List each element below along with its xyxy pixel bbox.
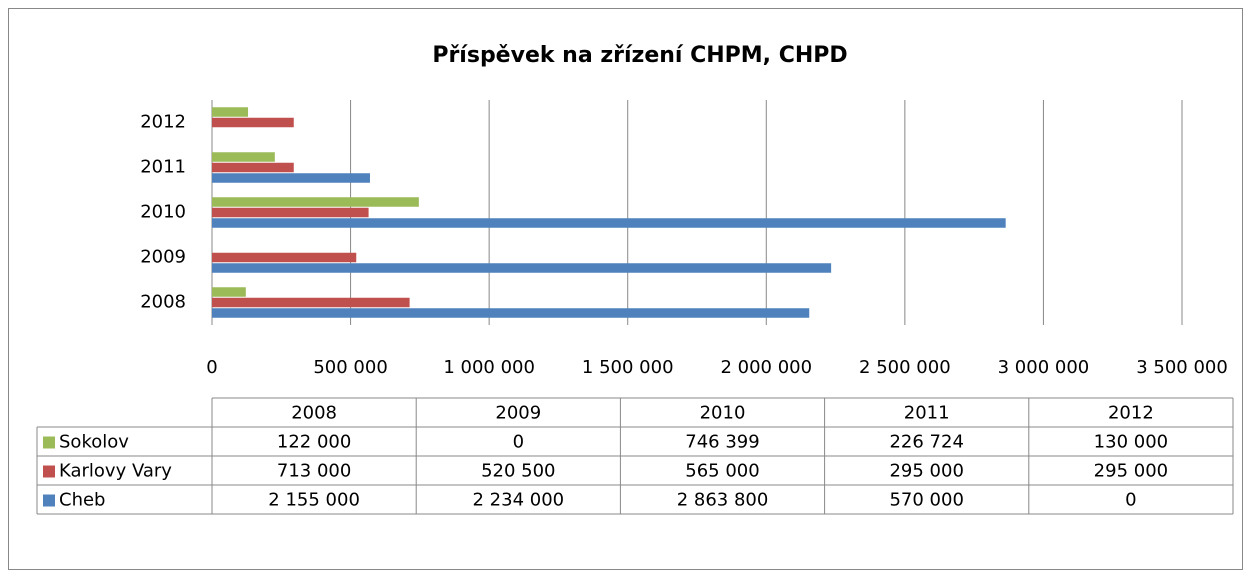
table-header: 2008 (291, 403, 337, 424)
table-cell: 570 000 (889, 490, 963, 511)
table-cell: 122 000 (277, 432, 351, 453)
legend-key (43, 465, 55, 478)
table-cell: 2 234 000 (472, 490, 564, 511)
table-header: 2010 (700, 403, 746, 424)
chart-title: Příspěvek na zřízení CHPM, CHPD (432, 43, 847, 68)
legend-label: Karlovy Vary (59, 461, 172, 482)
bar (212, 218, 1006, 228)
table-cell: 565 000 (685, 461, 759, 482)
x-tick-label: 1 500 000 (582, 357, 674, 378)
legend-label: Cheb (59, 490, 105, 511)
x-tick-label: 2 500 000 (859, 357, 951, 378)
table-cell: 295 000 (889, 461, 963, 482)
bar (212, 263, 832, 273)
table-cell: 2 863 800 (677, 490, 769, 511)
x-tick-label: 500 000 (313, 357, 387, 378)
x-tick-label: 1 000 000 (443, 357, 535, 378)
table-cell: 746 399 (685, 432, 759, 453)
legend-key (43, 494, 55, 507)
table-header: 2009 (495, 403, 541, 424)
legend-label: Sokolov (59, 432, 129, 453)
table-cell: 520 500 (481, 461, 555, 482)
y-tick-label: 2009 (140, 247, 186, 268)
bar (212, 287, 246, 297)
bar (212, 297, 410, 308)
table-header: 2012 (1108, 403, 1154, 424)
y-tick-label: 2008 (140, 292, 186, 313)
table-cell: 2 155 000 (268, 490, 360, 511)
y-tick-label: 2010 (140, 202, 186, 223)
table-header: 2011 (904, 403, 950, 424)
bar (212, 197, 419, 207)
table-cell: 0 (1125, 490, 1136, 511)
y-tick-label: 2011 (140, 157, 186, 178)
legend-key (43, 436, 55, 449)
bar (212, 117, 294, 128)
bar (212, 162, 294, 173)
bar (212, 308, 810, 318)
y-tick-label: 2012 (140, 112, 186, 133)
bar (212, 107, 249, 117)
x-tick-label: 3 500 000 (1136, 357, 1228, 378)
x-tick-label: 0 (206, 357, 217, 378)
table-cell: 713 000 (277, 461, 351, 482)
bar (212, 173, 370, 183)
x-tick-label: 2 000 000 (720, 357, 812, 378)
bar (212, 252, 357, 263)
table-cell: 0 (513, 432, 524, 453)
table-cell: 226 724 (889, 432, 963, 453)
bar (212, 207, 369, 218)
x-tick-label: 3 000 000 (998, 357, 1090, 378)
table-cell: 295 000 (1094, 461, 1168, 482)
table-cell: 130 000 (1094, 432, 1168, 453)
bar (212, 152, 275, 162)
